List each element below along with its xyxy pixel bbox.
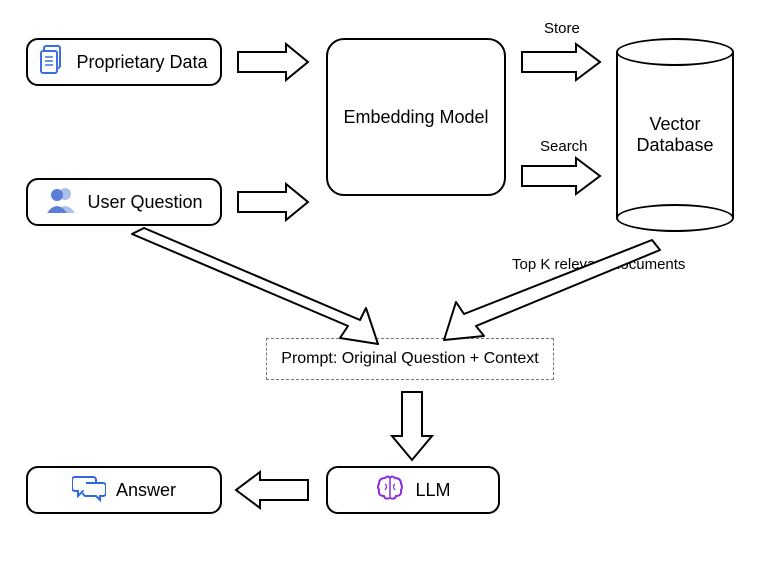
arrow-data-to-embedding <box>238 44 308 80</box>
edge-label-search: Search <box>540 138 588 155</box>
node-label: Embedding Model <box>343 107 488 128</box>
node-label: Proprietary Data <box>76 52 207 73</box>
node-embedding-model: Embedding Model <box>326 38 506 196</box>
arrow-question-to-prompt <box>132 228 378 344</box>
node-llm: LLM <box>326 466 500 514</box>
node-vector-database: Vector Database <box>616 38 734 232</box>
arrow-store <box>522 44 600 80</box>
edge-label-store: Store <box>544 20 580 37</box>
node-label: User Question <box>87 192 202 213</box>
arrow-db-to-prompt <box>444 240 660 340</box>
node-label-line2: Database <box>636 135 713 156</box>
arrow-question-to-embedding <box>238 184 308 220</box>
node-prompt: Prompt: Original Question + Context <box>266 338 554 380</box>
arrow-llm-to-answer <box>236 472 308 508</box>
node-label: Answer <box>116 480 176 501</box>
node-label: Prompt: Original Question + Context <box>281 350 538 368</box>
people-icon <box>45 185 77 220</box>
chat-icon <box>72 474 106 507</box>
brain-icon <box>375 474 405 507</box>
node-label: LLM <box>415 480 450 501</box>
edge-label-topk: Top K relevant documents <box>512 256 685 273</box>
node-label-line1: Vector <box>649 114 700 135</box>
arrow-prompt-to-llm <box>392 392 432 460</box>
node-user-question: User Question <box>26 178 222 226</box>
document-icon <box>40 45 66 80</box>
node-answer: Answer <box>26 466 222 514</box>
arrow-search <box>522 158 600 194</box>
node-proprietary-data: Proprietary Data <box>26 38 222 86</box>
